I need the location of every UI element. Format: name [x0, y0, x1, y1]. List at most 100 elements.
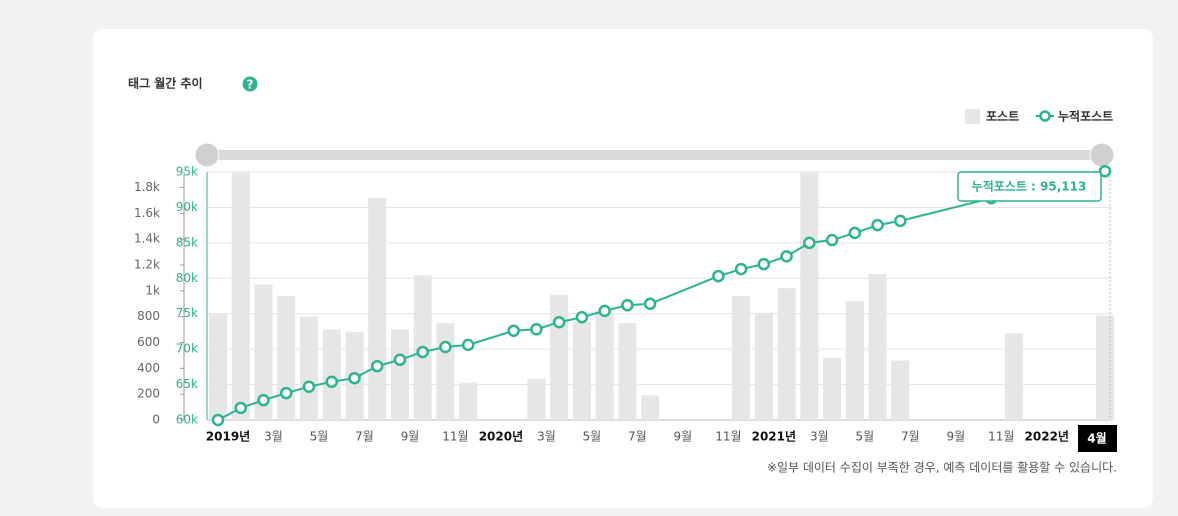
- x-tick-label: 11월: [988, 430, 1014, 444]
- bar: [299, 316, 318, 420]
- footnote: ※일부 데이터 수집이 부족한 경우, 예측 데이터를 활용할 수 있습니다.: [767, 461, 1117, 475]
- y-tick-label: 200: [137, 387, 160, 401]
- y2-tick-label: 60k: [176, 413, 198, 427]
- range-slider-handle[interactable]: [194, 142, 220, 168]
- y-tick-label: 1.6k: [134, 206, 160, 220]
- line-point[interactable]: [279, 386, 293, 400]
- range-slider-handle[interactable]: [1089, 142, 1115, 168]
- x-highlight-box: [1078, 425, 1117, 452]
- card: [93, 29, 1153, 508]
- bar: [754, 312, 773, 420]
- bar: [618, 323, 637, 420]
- line-point[interactable]: [871, 218, 884, 232]
- bar: [390, 329, 409, 420]
- bar: [254, 284, 273, 420]
- bar: [595, 311, 614, 420]
- bar: [209, 314, 227, 420]
- help-icon[interactable]: [242, 76, 258, 92]
- line-point[interactable]: [734, 262, 748, 276]
- x-tick-label: 2019년: [206, 430, 250, 444]
- y2-tick-label: 70k: [176, 342, 198, 356]
- line-point[interactable]: [211, 413, 225, 427]
- bar: [527, 378, 546, 420]
- y2-tick-label: 95k: [176, 165, 198, 179]
- x-tick-label: 9월: [946, 430, 965, 444]
- legend-swatch[interactable]: [1039, 110, 1051, 122]
- bar: [572, 321, 591, 420]
- line-point[interactable]: [848, 226, 862, 240]
- bar: [800, 172, 819, 420]
- range-slider-track[interactable]: [207, 150, 1102, 160]
- line-segment: [649, 275, 719, 305]
- legend-label[interactable]: 누적포스트: [1058, 109, 1113, 124]
- line-point[interactable]: [234, 401, 247, 415]
- bar: [277, 296, 296, 420]
- y-tick-label: 800: [137, 309, 160, 323]
- bar: [436, 323, 455, 420]
- bar: [845, 301, 864, 420]
- x-tick-label: 3월: [810, 430, 829, 444]
- y-tick-label: 1.8k: [134, 180, 160, 194]
- y2-tick-label: 75k: [176, 306, 198, 320]
- line-point[interactable]: [757, 257, 771, 271]
- x-tick-label: 5월: [855, 430, 874, 444]
- line-point[interactable]: [325, 375, 338, 388]
- x-tick-label: 7월: [628, 430, 647, 444]
- line-point[interactable]: [439, 340, 452, 354]
- line-point[interactable]: [530, 323, 543, 336]
- x-tick-label: 5월: [310, 430, 329, 444]
- line-point[interactable]: [1098, 164, 1112, 178]
- line-segment: [900, 197, 992, 222]
- legend-swatch[interactable]: [965, 109, 980, 124]
- y-tick-label: 1k: [145, 283, 160, 297]
- x-tick-label: 9월: [401, 430, 420, 444]
- line-point[interactable]: [780, 250, 793, 263]
- line-point[interactable]: [552, 315, 566, 329]
- help-icon-text[interactable]: ?: [247, 78, 254, 92]
- x-tick-label: 9월: [674, 430, 693, 444]
- bar: [732, 296, 751, 420]
- y-tick-label: 1.4k: [134, 232, 160, 246]
- line-point[interactable]: [621, 298, 634, 312]
- bar: [641, 395, 660, 420]
- line-point[interactable]: [416, 345, 429, 359]
- x-tick-label: 11월: [442, 430, 468, 444]
- line-point[interactable]: [257, 393, 270, 407]
- line-point[interactable]: [894, 214, 907, 228]
- y-tick-label: 400: [137, 361, 160, 375]
- bar: [1005, 333, 1024, 420]
- line-point[interactable]: [825, 233, 839, 247]
- y2-tick-label: 85k: [176, 235, 198, 249]
- bar: [1096, 315, 1114, 420]
- y-tick-label: 1.2k: [134, 258, 160, 272]
- line-point[interactable]: [370, 359, 384, 373]
- y-tick-label: 600: [137, 335, 160, 349]
- bar: [368, 197, 387, 420]
- line-point[interactable]: [803, 236, 816, 250]
- line-point[interactable]: [575, 311, 589, 324]
- line-point[interactable]: [302, 380, 316, 393]
- line-point[interactable]: [598, 304, 611, 318]
- line-point[interactable]: [507, 324, 520, 337]
- x-tick-label: 3월: [537, 430, 556, 444]
- bar: [823, 358, 842, 420]
- line-point[interactable]: [461, 338, 475, 352]
- line-point[interactable]: [393, 353, 407, 367]
- tooltip-text: 누적포스트 : 95,113: [972, 179, 1087, 194]
- line-point[interactable]: [712, 269, 725, 283]
- x-tick-label: 11월: [715, 430, 741, 444]
- legend-label[interactable]: 포스트: [986, 110, 1019, 124]
- bar: [322, 329, 341, 420]
- bar: [550, 294, 569, 420]
- x-tick-label: 2021년: [752, 430, 796, 444]
- x-tick-label: 2020년: [479, 430, 523, 444]
- line-point[interactable]: [348, 371, 361, 385]
- y2-tick-label: 80k: [176, 271, 198, 285]
- bar: [231, 172, 250, 420]
- line-point[interactable]: [643, 297, 657, 311]
- x-tick-label: 2022년: [1025, 430, 1069, 444]
- x-tick-label: 7월: [355, 430, 374, 444]
- y2-tick-label: 65k: [176, 377, 198, 391]
